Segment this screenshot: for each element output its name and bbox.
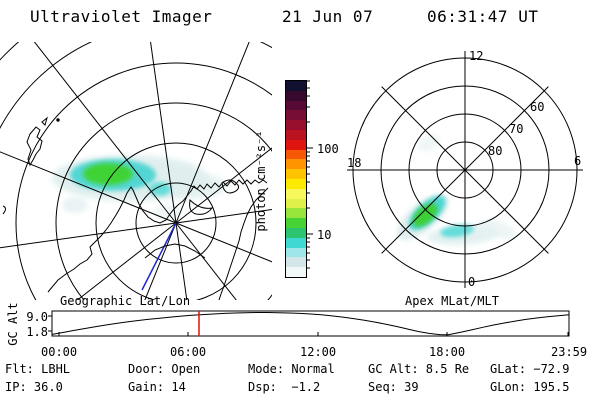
status-glat: GLat: −72.9 xyxy=(490,362,570,376)
colorbar-color-block xyxy=(286,247,306,258)
coastline-new-zealand xyxy=(2,116,60,215)
colorbar-tick-100: 100 xyxy=(317,142,339,156)
status-ip: IP: 36.0 xyxy=(5,380,63,394)
orbit-track-line xyxy=(141,222,177,291)
colorbar-gradient xyxy=(285,80,307,278)
colorbar-color-block xyxy=(286,110,306,121)
strip-ytick-bottom: 1.8 xyxy=(26,325,48,339)
colorbar-color-block xyxy=(286,169,306,179)
colorbar-color-block xyxy=(286,120,306,130)
mlt-label-6: 6 xyxy=(574,154,581,168)
meridian-grid-lines xyxy=(0,42,272,300)
status-glon: GLon: 195.5 xyxy=(490,380,570,394)
colorbar-color-block xyxy=(286,267,306,277)
time-label: 06:31:47 UT xyxy=(427,7,539,26)
colorbar-color-block xyxy=(286,257,306,268)
page-title: Ultraviolet Imager xyxy=(30,7,213,26)
date-label: 21 Jun 07 xyxy=(282,7,374,26)
colorbar-ticks xyxy=(307,80,313,269)
strip-ylabel: GC Alt xyxy=(6,302,20,346)
mlat-label-60: 60 xyxy=(530,100,544,114)
colorbar-color-block xyxy=(286,227,306,238)
colorbar-color-block xyxy=(286,178,306,189)
colorbar-color-block xyxy=(286,90,306,101)
latitude-grid-circles xyxy=(0,42,272,300)
status-gain: Gain: 14 xyxy=(128,380,186,394)
colorbar-color-block xyxy=(286,81,306,91)
left-plot-caption: Geographic Lat/Lon xyxy=(60,294,191,308)
mlat-label-70: 70 xyxy=(509,122,523,136)
strip-xtick-1200: 12:00 xyxy=(300,345,337,359)
status-dsp: Dsp: −1.2 xyxy=(248,380,321,394)
status-mode: Mode: Normal xyxy=(248,362,335,376)
status-gc-alt: GC Alt: 8.5 Re xyxy=(368,362,470,376)
mlt-label-18: 18 xyxy=(347,156,361,170)
strip-xtick-0000: 00:00 xyxy=(41,345,78,359)
status-seq: Seq: 39 xyxy=(368,380,419,394)
colorbar-color-block xyxy=(286,149,306,160)
colorbar-color-block xyxy=(286,129,306,140)
mlt-label-12: 12 xyxy=(469,49,483,63)
strip-xtick-2359: 23:59 xyxy=(551,345,588,359)
status-flt: Flt: LBHL xyxy=(5,362,71,376)
status-door: Door: Open xyxy=(128,362,201,376)
colorbar-color-block xyxy=(286,159,306,170)
colorbar-color-block xyxy=(286,139,306,150)
geographic-polar-map xyxy=(0,42,272,300)
colorbar-units-label: photon cm⁻²s⁻¹ xyxy=(254,130,268,232)
coastline-antarctica xyxy=(47,179,269,300)
colorbar-color-block xyxy=(286,100,306,111)
mlt-label-0: 0 xyxy=(468,275,475,289)
colorbar-tick-10: 10 xyxy=(317,228,332,242)
gc-alt-strip-chart xyxy=(48,310,570,337)
gc-alt-curve xyxy=(51,312,570,336)
strip-xtick-0600: 06:00 xyxy=(170,345,207,359)
apex-polar-plot: 12 18 6 0 60 70 80 xyxy=(347,49,583,289)
colorbar-color-block xyxy=(286,208,306,219)
mlat-label-80: 80 xyxy=(488,144,502,158)
colorbar-color-block xyxy=(286,237,306,248)
strip-frame xyxy=(51,310,570,337)
strip-xtick-1800: 18:00 xyxy=(429,345,466,359)
colorbar-color-block xyxy=(286,218,306,228)
strip-ytick-top: 9.0 xyxy=(26,310,48,324)
mlt-grid-lines xyxy=(347,51,583,288)
right-plot-caption: Apex MLat/MLT xyxy=(405,294,499,308)
colorbar-color-block xyxy=(286,188,306,199)
colorbar-color-block xyxy=(286,198,306,209)
